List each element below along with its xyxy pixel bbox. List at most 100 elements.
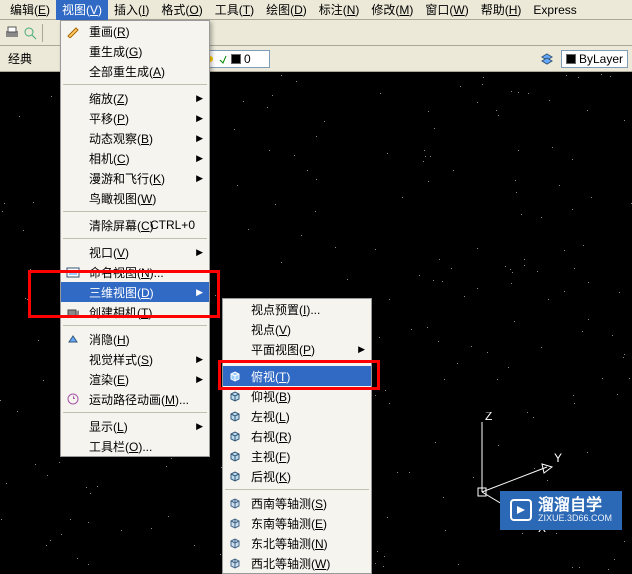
menu-item[interactable]: 显示(L)▶ — [61, 416, 209, 436]
menu-item-label: 后视(K) — [251, 468, 291, 485]
svg-text:Z: Z — [485, 412, 492, 423]
preview-icon[interactable] — [22, 25, 38, 41]
watermark: 溜溜自学 ZIXUE.3D66.COM — [500, 491, 622, 530]
menu-item-label: 显示(L) — [89, 418, 128, 435]
iso-icon — [227, 515, 243, 531]
menu-item-label: 命名视图(N)... — [89, 264, 164, 281]
menu-item[interactable]: 相机(C)▶ — [61, 148, 209, 168]
menu-4[interactable]: 工具(T) — [209, 0, 260, 20]
layer-name: 0 — [244, 52, 251, 66]
menu-item[interactable]: 视口(V) ▶ — [61, 242, 209, 262]
menu-8[interactable]: 窗口(W) — [419, 0, 474, 20]
named-view-icon — [65, 264, 81, 280]
menu-item[interactable]: 三维视图(D)▶ — [61, 282, 209, 302]
color-dropdown[interactable]: ByLayer — [561, 50, 628, 68]
menu-item[interactable]: 后视(K) — [223, 466, 371, 486]
menu-item-label: 平移(P) — [89, 110, 129, 127]
menu-item[interactable]: 视点预置(I)... — [223, 299, 371, 319]
menu-item[interactable]: 鸟瞰视图(W) — [61, 188, 209, 208]
cube-icon — [227, 468, 243, 484]
menu-2[interactable]: 插入(I) — [108, 0, 155, 20]
layer-states-icon[interactable] — [539, 51, 555, 67]
layer-dropdown[interactable]: 0 — [200, 50, 270, 68]
menu-item[interactable]: 漫游和飞行(K)▶ — [61, 168, 209, 188]
submenu-arrow-icon: ▶ — [196, 113, 203, 124]
menu-item[interactable]: 东南等轴测(E) — [223, 513, 371, 533]
menu-item[interactable]: 重生成(G) — [61, 41, 209, 61]
menu-item[interactable]: 动态观察(B) ▶ — [61, 128, 209, 148]
menu-item[interactable]: 西北等轴测(W) — [223, 553, 371, 573]
submenu-arrow-icon: ▶ — [196, 354, 203, 365]
menu-item[interactable]: 左视(L) — [223, 406, 371, 426]
menu-item[interactable]: 平面视图(P)▶ — [223, 339, 371, 359]
submenu-arrow-icon: ▶ — [196, 247, 203, 258]
menu-item-label: 西南等轴测(S) — [251, 495, 327, 512]
color-name: ByLayer — [579, 52, 623, 66]
camera-icon — [65, 304, 81, 320]
submenu-arrow-icon: ▶ — [196, 93, 203, 104]
menu-item-label: 视口(V) — [89, 244, 129, 261]
menu-5[interactable]: 绘图(D) — [260, 0, 313, 20]
menu-item[interactable]: 缩放(Z)▶ — [61, 88, 209, 108]
cube-icon — [227, 388, 243, 404]
menu-item[interactable]: 平移(P) ▶ — [61, 108, 209, 128]
motion-icon — [65, 391, 81, 407]
menu-item-label: 俯视(T) — [251, 368, 290, 385]
menu-item[interactable]: 运动路径动画(M)... — [61, 389, 209, 409]
menu-item[interactable]: 东北等轴测(N) — [223, 533, 371, 553]
menu-item-label: 右视(R) — [251, 428, 292, 445]
menu-item-label: 鸟瞰视图(W) — [89, 190, 156, 207]
menu-item[interactable]: 消隐(H) — [61, 329, 209, 349]
submenu-arrow-icon: ▶ — [196, 374, 203, 385]
menu-item[interactable]: 清除屏幕(C)CTRL+0 — [61, 215, 209, 235]
menu-item-label: 动态观察(B) — [89, 130, 153, 147]
play-icon — [510, 499, 532, 521]
3d-view-submenu: 视点预置(I)...视点(V)平面视图(P)▶ 俯视(T)仰视(B) 左视(L) 右视… — [222, 298, 372, 574]
menu-item[interactable]: 视点(V) — [223, 319, 371, 339]
menu-item-label: 创建相机(T) — [89, 304, 152, 321]
menubar: 编辑(E)视图(V)插入(I)格式(O)工具(T)绘图(D)标注(N)修改(M)… — [0, 0, 632, 20]
menu-3[interactable]: 格式(O) — [155, 0, 208, 20]
menu-item[interactable]: 仰视(B) — [223, 386, 371, 406]
ucs-axes: Z Y X — [432, 412, 572, 552]
menu-item[interactable]: 渲染(E)▶ — [61, 369, 209, 389]
menu-item-label: 重生成(G) — [89, 43, 142, 60]
menu-item[interactable]: 工具栏(O)... — [61, 436, 209, 456]
shortcut: CTRL+0 — [150, 218, 195, 232]
hide-icon — [65, 331, 81, 347]
menu-item[interactable]: 重画(R) — [61, 21, 209, 41]
menu-item[interactable]: 主视(F) — [223, 446, 371, 466]
menu-item[interactable]: 视觉样式(S)▶ — [61, 349, 209, 369]
menu-item-label: 视点预置(I)... — [251, 301, 320, 318]
menu-7[interactable]: 修改(M) — [365, 0, 419, 20]
menu-item-label: 左视(L) — [251, 408, 290, 425]
iso-icon — [227, 555, 243, 571]
menu-item[interactable]: 创建相机(T) — [61, 302, 209, 322]
menu-item-label: 全部重生成(A) — [89, 63, 165, 80]
menu-1[interactable]: 视图(V) — [56, 0, 108, 20]
menu-10[interactable]: Express — [527, 1, 582, 19]
print-icon[interactable] — [4, 25, 20, 41]
menu-item[interactable]: 全部重生成(A) — [61, 61, 209, 81]
submenu-arrow-icon: ▶ — [196, 133, 203, 144]
menu-9[interactable]: 帮助(H) — [475, 0, 528, 20]
menu-item-label: 清除屏幕(C) — [89, 217, 154, 234]
watermark-main: 溜溜自学 — [538, 497, 612, 515]
menu-item-label: 工具栏(O)... — [89, 438, 152, 455]
cube-icon — [227, 428, 243, 444]
iso-icon — [227, 495, 243, 511]
cube-icon — [227, 368, 243, 384]
menu-item-label: 重画(R) — [89, 23, 130, 40]
submenu-arrow-icon: ▶ — [358, 344, 365, 355]
menu-item[interactable]: 俯视(T) — [223, 366, 371, 386]
svg-text:Y: Y — [554, 451, 562, 465]
menu-item[interactable]: 西南等轴测(S) — [223, 493, 371, 513]
menu-6[interactable]: 标注(N) — [313, 0, 366, 20]
workspace-label: 经典 — [4, 48, 36, 69]
menu-item[interactable]: 右视(R) — [223, 426, 371, 446]
layer-color-swatch — [231, 54, 241, 64]
menu-item[interactable]: 命名视图(N)... — [61, 262, 209, 282]
menu-0[interactable]: 编辑(E) — [4, 0, 56, 20]
iso-icon — [227, 535, 243, 551]
menu-item-label: 消隐(H) — [89, 331, 130, 348]
